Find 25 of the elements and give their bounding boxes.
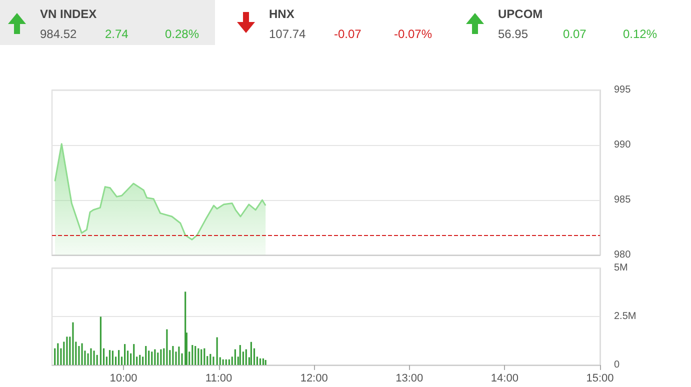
x-tick-label: 10:00	[110, 372, 138, 384]
text: 107.74	[269, 27, 306, 41]
y-tick-label: 980	[614, 250, 632, 260]
y-tick-label: 0	[614, 360, 620, 370]
x-tick-label: 11:00	[205, 372, 232, 384]
text: UPCOM	[498, 7, 543, 21]
text: 0.07	[563, 27, 586, 41]
text: 0.12%	[623, 27, 658, 41]
x-tick-label: 13:00	[396, 372, 424, 384]
x-tick-label: 15:00	[586, 372, 614, 384]
text: -0.07%	[394, 27, 432, 41]
y-tick-label: 985	[614, 194, 632, 206]
y-tick-label: 5M	[614, 262, 628, 274]
x-tick-label: 14:00	[490, 372, 518, 384]
text: VN INDEX	[40, 7, 97, 21]
y-tick-label: 995	[614, 84, 632, 96]
text: 0.28%	[165, 27, 200, 41]
text: 2.74	[105, 27, 128, 41]
y-tick-label: 990	[614, 140, 632, 150]
text: HNX	[269, 7, 294, 21]
x-tick-label: 12:00	[300, 372, 328, 384]
text: 56.95	[498, 27, 528, 41]
y-tick-label: 2.5M	[614, 311, 636, 322]
text: -0.07	[334, 27, 362, 41]
text: 984.52	[40, 27, 77, 41]
